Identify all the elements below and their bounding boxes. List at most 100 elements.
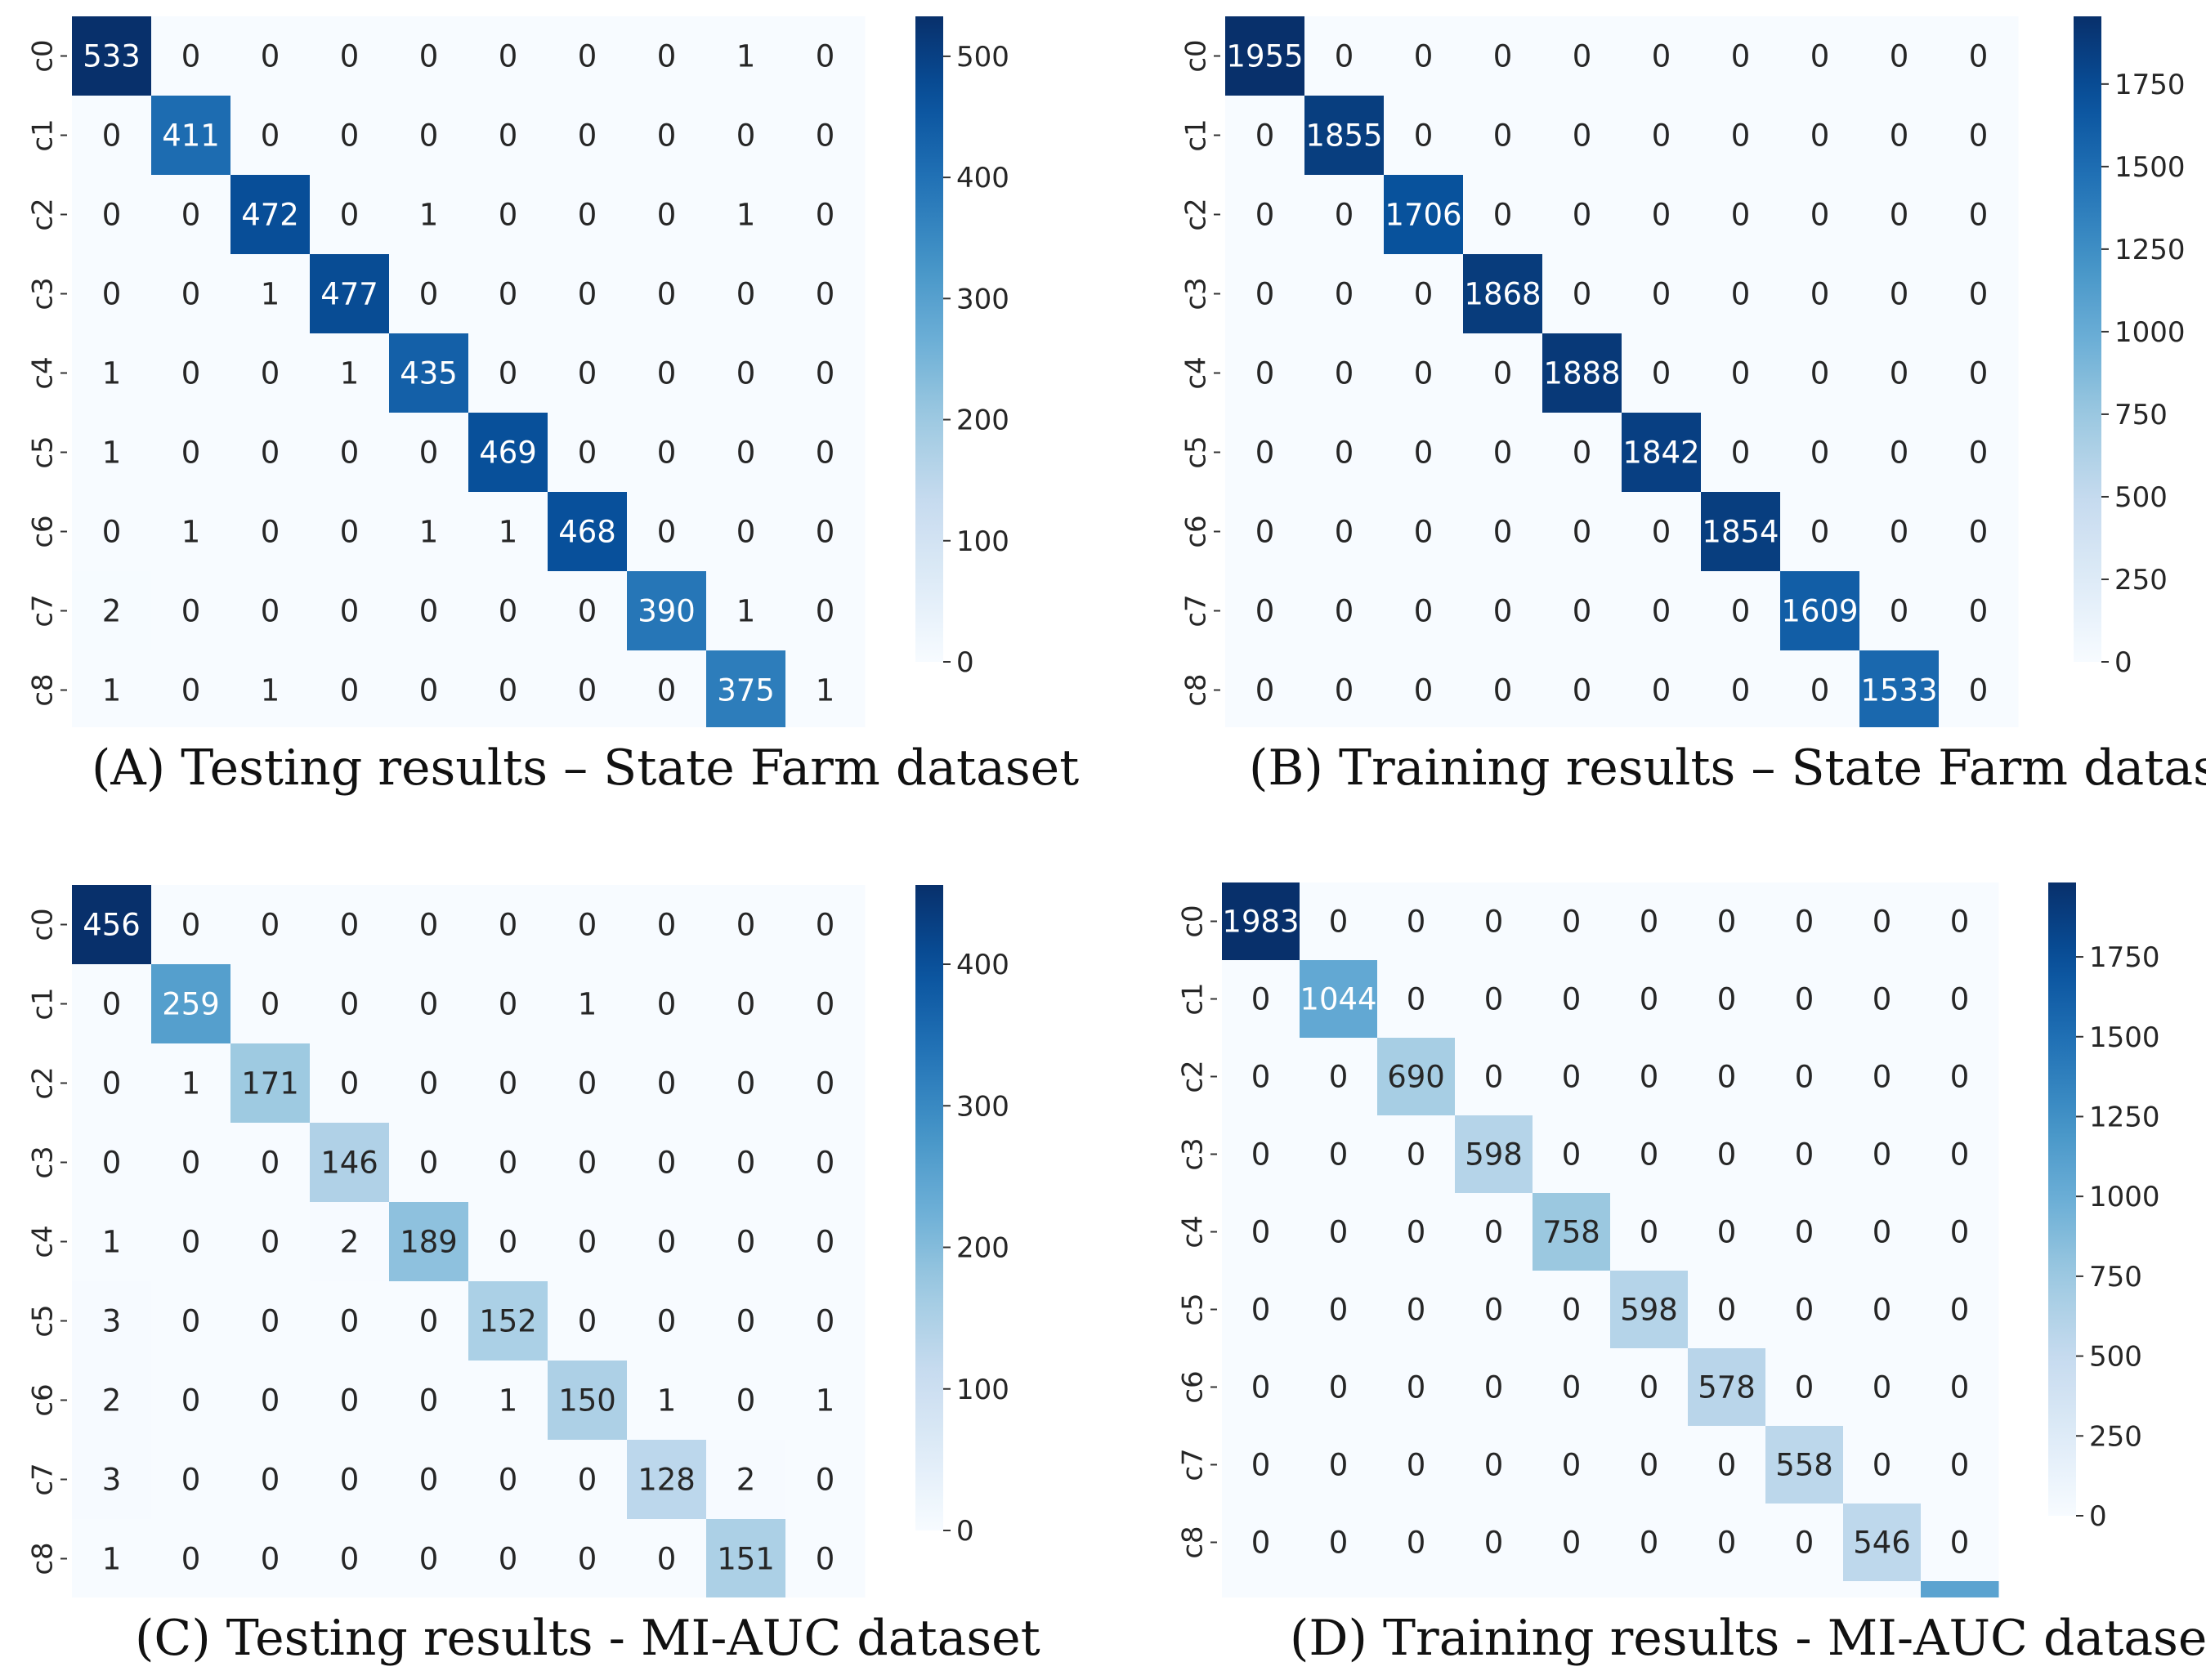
cell-label-r5-c5: 152 — [479, 1304, 537, 1339]
cell-r2-c0 — [1225, 175, 1305, 255]
cell-r8-c0 — [1222, 1504, 1300, 1582]
cell-label-r2-c2: 690 — [1387, 1060, 1445, 1095]
cell-r4-c0 — [1222, 1193, 1300, 1271]
cell-label-r7-c4: 0 — [419, 594, 439, 629]
cell-r3-c9 — [1921, 1115, 1999, 1194]
cell-label-r0-c1: 0 — [181, 908, 201, 943]
cell-label-r5-c0: 1 — [102, 436, 122, 471]
cell-label-r4-c2: 0 — [261, 1225, 280, 1260]
cell-label-r8-c1: 0 — [181, 673, 201, 708]
cell-label-r2-c8: 0 — [1890, 198, 1909, 233]
cell-r6-c7 — [1765, 1348, 1844, 1427]
cell-label-r1-c0: 0 — [1251, 982, 1271, 1017]
cell-label-r4-c4: 758 — [1542, 1215, 1600, 1250]
cell-label-r7-c2: 0 — [1407, 1448, 1426, 1483]
cell-r4-c3 — [310, 333, 390, 413]
cell-label-r5-c9: 0 — [816, 1304, 835, 1339]
cell-r2-c6 — [1701, 175, 1781, 255]
cell-r0-c0 — [72, 885, 152, 965]
cell-label-r3-c2: 0 — [1414, 277, 1434, 312]
cell-label-r2-c2: 1706 — [1385, 198, 1461, 233]
cell-r2-c0 — [72, 1043, 152, 1124]
cell-r5-c6 — [1688, 1271, 1766, 1349]
cell-label-r7-c7: 128 — [638, 1463, 696, 1498]
cell-r4-c9 — [785, 1202, 866, 1282]
cell-label-r8-c0: 0 — [1251, 1526, 1271, 1561]
cell-label-r2-c5: 0 — [1640, 1060, 1659, 1095]
cell-r0-c8 — [706, 16, 786, 96]
cell-r3-c0 — [72, 254, 152, 334]
cell-r3-c7 — [1765, 1115, 1844, 1194]
cell-label-r2-c4: 0 — [1573, 198, 1592, 233]
colorbar-tick-label-2: 200 — [956, 404, 1009, 437]
cell-label-r6-c5: 0 — [1640, 1370, 1659, 1405]
cell-label-r6-c5: 1 — [499, 515, 518, 550]
cell-r9-c4 — [1533, 1581, 1611, 1597]
cell-label-r7-c9: 0 — [816, 594, 835, 629]
cell-label-r4-c3: 0 — [1484, 1215, 1504, 1250]
cell-label-r2-c7: 0 — [1810, 198, 1830, 233]
cell-r1-c1 — [151, 964, 231, 1044]
cell-label-r4-c0: 0 — [1255, 356, 1275, 391]
cell-label-r6-c3: 0 — [340, 1383, 360, 1419]
cell-label-r8-c4: 0 — [1562, 1526, 1582, 1561]
cell-label-r5-c9: 0 — [1950, 1293, 1970, 1328]
cell-label-r3-c4: 0 — [1573, 277, 1592, 312]
y-tick-label-5: c5 — [1177, 1293, 1210, 1325]
cell-label-r8-c0: 0 — [1255, 673, 1275, 708]
cell-r8-c5 — [1610, 1504, 1689, 1582]
cell-label-r7-c9: 0 — [816, 1463, 835, 1498]
cell-label-r6-c9: 0 — [1950, 1370, 1970, 1405]
cell-r1-c2 — [230, 964, 311, 1044]
cell-label-r4-c4: 1888 — [1543, 356, 1620, 391]
cell-label-r1-c0: 0 — [102, 987, 122, 1022]
cell-r8-c2 — [1384, 650, 1464, 727]
cell-r6-c3 — [1463, 492, 1543, 572]
cell-r0-c9 — [785, 16, 866, 96]
cell-r5-c1 — [1304, 413, 1385, 493]
cell-label-r6-c7: 1 — [657, 1383, 677, 1419]
cell-label-r5-c7: 0 — [1795, 1293, 1814, 1328]
cell-r3-c7 — [627, 1123, 707, 1203]
y-tick-label-8: c8 — [27, 1542, 60, 1575]
cell-r1-c5 — [468, 964, 548, 1044]
cell-r5-c8 — [706, 413, 786, 493]
cell-r6-c1 — [1300, 1348, 1378, 1427]
cell-label-r6-c2: 0 — [261, 515, 280, 550]
cell-r8-c1 — [1300, 1504, 1378, 1582]
cell-r0-c3 — [310, 885, 390, 965]
cell-label-r7-c1: 0 — [1329, 1448, 1349, 1483]
cell-label-r4-c6: 0 — [578, 1225, 597, 1260]
cell-label-r2-c1: 0 — [1335, 198, 1354, 233]
colorbar-tick-label-5: 1250 — [2114, 234, 2186, 266]
cell-label-r7-c7: 558 — [1775, 1448, 1833, 1483]
cell-r7-c9 — [785, 1440, 866, 1520]
cell-label-r2-c9: 0 — [1950, 1060, 1970, 1095]
cell-r1-c6 — [548, 96, 628, 176]
cell-label-r0-c1: 0 — [1335, 39, 1354, 74]
cell-r5-c7 — [627, 413, 707, 493]
cell-r3-c6 — [548, 1123, 628, 1203]
colorbar-tick-label-4: 400 — [956, 949, 1009, 981]
cell-label-r4-c2: 0 — [261, 356, 280, 391]
colorbar-tick-label-2: 500 — [2089, 1341, 2142, 1374]
cell-label-r4-c2: 0 — [1414, 356, 1434, 391]
cell-r3-c9 — [785, 254, 866, 334]
cell-label-r8-c7: 0 — [1810, 673, 1830, 708]
cell-label-r2-c9: 0 — [816, 1066, 835, 1101]
cell-r7-c1 — [1304, 571, 1385, 651]
y-tick-label-8: c8 — [1177, 1526, 1210, 1558]
cell-label-r2-c7: 0 — [1795, 1060, 1814, 1095]
cell-label-r0-c6: 0 — [578, 908, 597, 943]
y-tick-label-5: c5 — [27, 1304, 60, 1337]
cell-r9-c7 — [1765, 1581, 1844, 1597]
cell-r6-c1 — [151, 1361, 231, 1441]
cell-label-r0-c5: 0 — [1640, 905, 1659, 940]
cell-label-r3-c2: 1 — [261, 277, 280, 312]
cell-label-r5-c2: 0 — [1407, 1293, 1426, 1328]
cell-r6-c4 — [1542, 492, 1622, 572]
cell-label-r2-c0: 0 — [102, 1066, 122, 1101]
cell-label-r3-c5: 0 — [1640, 1137, 1659, 1173]
cell-label-r1-c4: 0 — [419, 987, 439, 1022]
cell-r5-c2 — [230, 1281, 311, 1361]
